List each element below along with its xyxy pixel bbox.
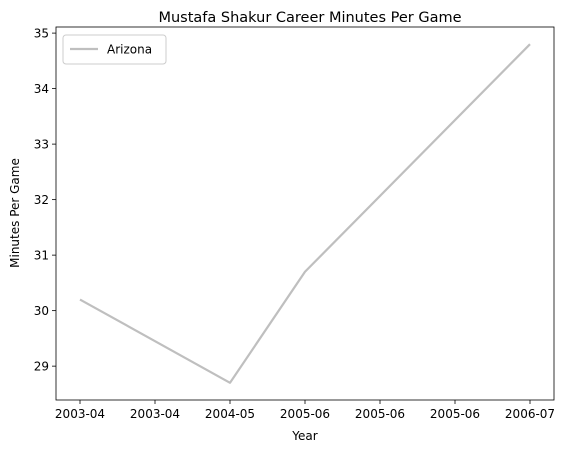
y-tick-label: 33 — [34, 138, 49, 152]
x-axis-label: Year — [291, 429, 317, 443]
legend-label-arizona: Arizona — [107, 43, 152, 57]
x-tick-label: 2005-06 — [430, 407, 480, 421]
x-tick-label: 2003-04 — [55, 407, 105, 421]
x-tick-label: 2004-05 — [205, 407, 255, 421]
x-tick-label: 2005-06 — [355, 407, 405, 421]
y-tick-label: 34 — [34, 82, 49, 96]
y-tick-label: 35 — [34, 27, 49, 41]
y-axis: 29 30 31 32 33 34 35 — [34, 27, 56, 374]
plot-area — [55, 26, 555, 401]
x-axis: 2003-04 2003-04 2004-05 2005-06 2005-06 2005-… — [55, 400, 555, 421]
y-axis-label: Minutes Per Game — [8, 158, 22, 268]
y-tick-label: 30 — [34, 304, 49, 318]
x-tick-label: 2005-06 — [280, 407, 330, 421]
chart-title: Mustafa Shakur Career Minutes Per Game — [158, 10, 461, 26]
series-line-arizona — [79, 43, 531, 384]
legend: Arizona — [62, 34, 167, 65]
x-tick-label: 2003-04 — [130, 407, 180, 421]
y-tick-label: 29 — [34, 360, 49, 374]
y-tick-label: 32 — [34, 193, 49, 207]
x-tick-label: 2006-07 — [505, 407, 555, 421]
series-layer — [79, 43, 531, 384]
legend-box — [62, 34, 167, 65]
y-tick-label: 31 — [34, 249, 49, 263]
